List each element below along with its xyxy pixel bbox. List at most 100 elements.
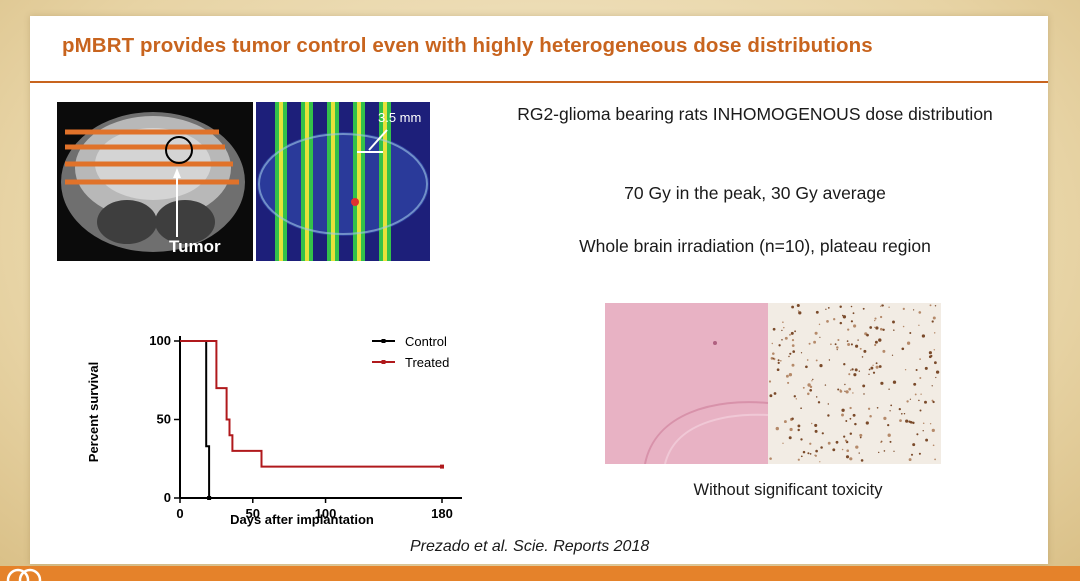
- ihc-cell: [846, 340, 849, 342]
- spacing-label: 3.5 mm: [378, 110, 421, 125]
- ihc-cell: [845, 455, 850, 459]
- ihc-cell: [814, 429, 818, 433]
- ihc-cell: [883, 450, 886, 452]
- ihc-cell: [874, 340, 878, 344]
- ihc-cell: [769, 457, 772, 460]
- ihc-cell: [850, 369, 852, 371]
- ihc-cell: [794, 330, 796, 333]
- ihc-cell: [874, 343, 877, 347]
- ihc-cell: [859, 436, 862, 439]
- ihc-cell: [850, 320, 854, 323]
- ihc-cell: [935, 376, 937, 379]
- ihc-cell: [888, 388, 890, 390]
- tumor-label: Tumor: [169, 237, 221, 256]
- slide-title: pMBRT provides tumor control even with h…: [62, 34, 873, 57]
- ihc-cell: [769, 394, 773, 398]
- x-tick-label: 50: [246, 506, 260, 521]
- ihc-cell: [863, 393, 865, 395]
- tumor-marker: [351, 198, 359, 206]
- mri-dose-figure: Tumor 3.5 mm: [57, 102, 430, 261]
- ihc-cell: [828, 359, 831, 361]
- ihc-cell: [827, 414, 830, 417]
- ihc-cell: [922, 422, 925, 425]
- ihc-cell: [893, 450, 895, 452]
- ihc-cell: [800, 407, 802, 410]
- series-line-treated: [180, 340, 442, 468]
- ihc-cell: [852, 312, 855, 315]
- ihc-cell: [932, 400, 935, 404]
- ihc-cell: [909, 420, 913, 424]
- ihc-cell: [857, 339, 859, 341]
- ihc-cell: [851, 368, 854, 371]
- ihc-cell: [770, 357, 774, 360]
- ihc-cell: [862, 384, 866, 388]
- y-tick-label: 100: [149, 333, 171, 348]
- ihc-cell: [908, 458, 912, 462]
- ihc-cell: [887, 423, 890, 427]
- ihc-cell: [932, 444, 935, 447]
- x-tick-label: 100: [315, 506, 337, 521]
- ihc-cell: [808, 342, 811, 345]
- ihc-cell: [881, 304, 884, 307]
- ihc-cell: [842, 315, 847, 319]
- title-divider: [30, 81, 1048, 83]
- ihc-cell: [839, 305, 842, 309]
- ihc-cell: [814, 331, 818, 335]
- ihc-cell: [841, 413, 844, 417]
- ihc-cell: [920, 393, 922, 395]
- ihc-cell: [781, 329, 783, 332]
- ihc-cell: [788, 355, 790, 358]
- ihc-cell: [809, 453, 812, 455]
- he-stain-panel: [605, 303, 768, 464]
- ihc-cell: [819, 461, 821, 463]
- series-line-control: [180, 340, 211, 498]
- ihc-cell: [785, 374, 789, 378]
- ihc-cell: [852, 392, 854, 394]
- ihc-cell: [875, 326, 879, 330]
- legend-label: Treated: [405, 355, 449, 370]
- ihc-cell: [824, 384, 827, 386]
- ihc-cell: [848, 387, 852, 391]
- ihc-cell: [789, 352, 792, 355]
- ihc-cell: [830, 343, 832, 346]
- ihc-cell: [772, 327, 776, 331]
- ihc-cell: [906, 400, 909, 403]
- footer-bar: [0, 566, 1080, 581]
- ihc-cell: [813, 340, 817, 344]
- ihc-cell: [853, 373, 857, 377]
- series-endpoint: [440, 464, 444, 469]
- ihc-cell: [797, 428, 800, 432]
- ihc-cell: [839, 389, 842, 391]
- ihc-cell: [836, 349, 838, 351]
- ihc-cell: [809, 388, 813, 392]
- series-endpoint: [207, 496, 212, 500]
- slide: pMBRT provides tumor control even with h…: [30, 16, 1048, 564]
- ihc-cell: [779, 359, 782, 362]
- ihc-cell: [806, 359, 809, 361]
- ihc-cell: [814, 423, 818, 427]
- ihc-cell: [845, 390, 849, 394]
- ihc-cell: [772, 357, 775, 360]
- ihc-cell: [849, 406, 852, 410]
- ihc-cell: [777, 359, 780, 362]
- ihc-cell: [924, 400, 927, 404]
- ihc-cell: [807, 383, 811, 387]
- ihc-cell: [802, 450, 806, 454]
- ihc-cell: [795, 398, 798, 400]
- ihc-cell: [825, 308, 827, 310]
- ihc-cell: [866, 333, 869, 337]
- ihc-cell: [921, 334, 926, 338]
- y-axis-label: Percent survival: [86, 362, 101, 462]
- survival-chart: 0 50 100 180 0 50 100 Control Treated Days afte…: [86, 333, 462, 527]
- ihc-cell: [922, 430, 924, 432]
- ihc-cell: [929, 304, 932, 307]
- ihc-cells: [768, 303, 940, 463]
- ihc-cell: [875, 362, 878, 365]
- ihc-cell: [925, 438, 929, 442]
- ihc-cell: [870, 366, 874, 370]
- ihc-cell: [892, 380, 897, 384]
- ihc-cell: [789, 333, 791, 336]
- ihc-cell: [841, 448, 844, 451]
- ihc-cell: [841, 314, 844, 317]
- ihc-cell: [862, 307, 865, 310]
